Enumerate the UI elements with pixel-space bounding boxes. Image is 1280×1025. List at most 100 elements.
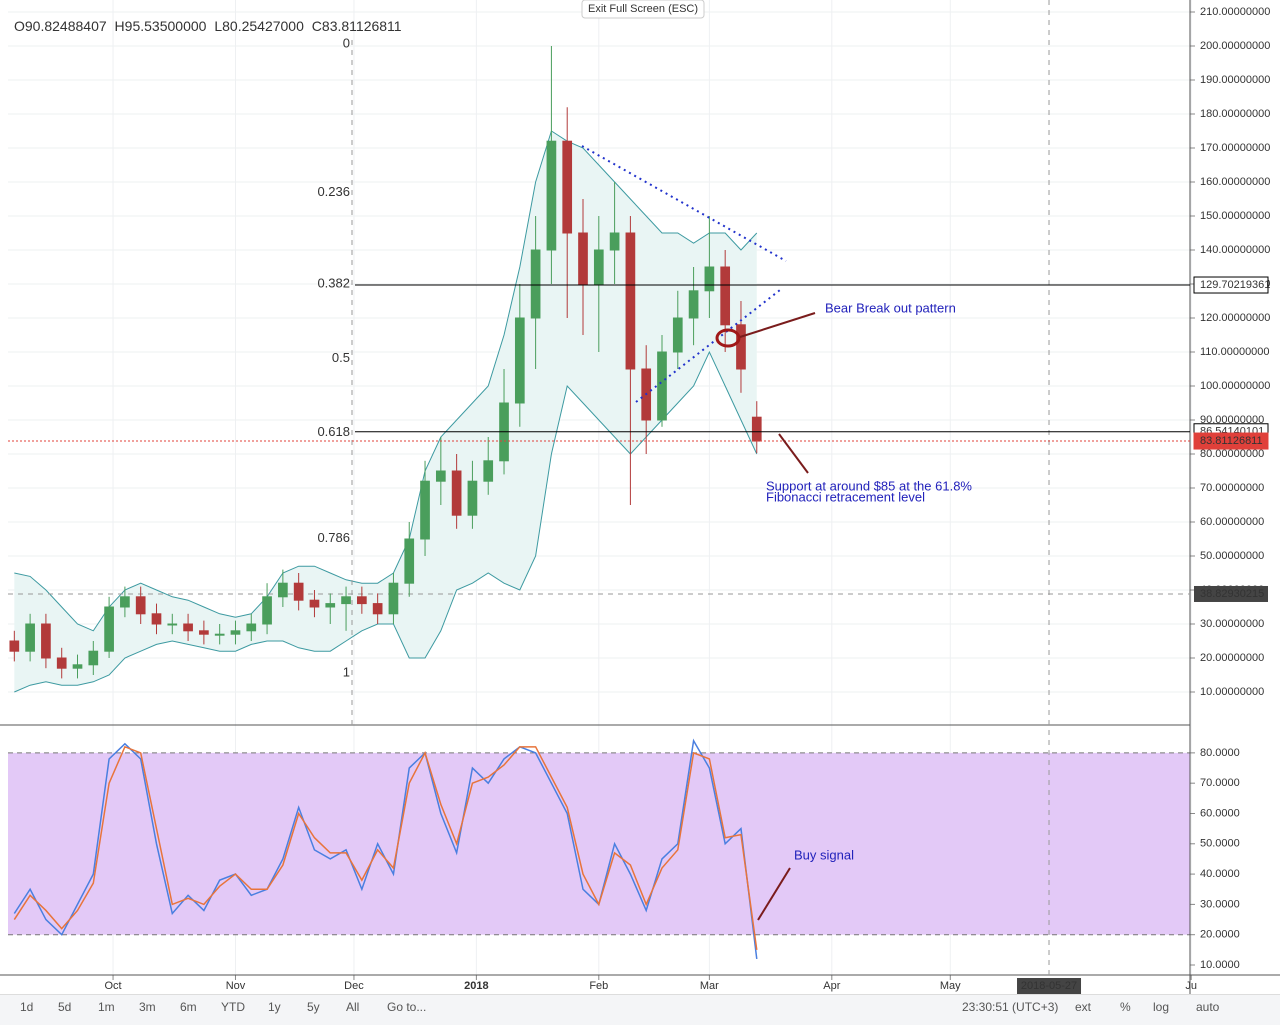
fib-label: 0.786 [317, 530, 350, 545]
o-label: O [14, 18, 25, 34]
arrow [757, 867, 791, 921]
y-tick-label: 60.00000000 [1200, 516, 1264, 528]
exit-button[interactable] [581, 0, 705, 19]
range-button[interactable]: All [346, 1000, 360, 1014]
candle-body [357, 596, 367, 605]
fib-label: 1 [343, 664, 350, 679]
y-tick-label: 20.00000000 [1200, 652, 1264, 664]
candle-body [530, 249, 541, 319]
candle-body [404, 538, 415, 584]
y-tick-label: 150.00000000 [1200, 210, 1270, 222]
range-button[interactable]: 1y [268, 1000, 281, 1014]
price-box [1193, 276, 1269, 294]
candle-body [56, 657, 67, 669]
candle-body [657, 351, 667, 421]
toolbar [0, 994, 1280, 1025]
range-button[interactable]: Go to... [387, 1000, 427, 1014]
range-button[interactable]: YTD [221, 1000, 245, 1014]
l-value: 80.25427000 [222, 18, 304, 34]
candle-body [183, 623, 193, 632]
candle-body [483, 460, 494, 482]
y-tick-label: 40.0000 [1200, 868, 1240, 880]
option-button[interactable]: auto [1196, 1000, 1220, 1014]
crosshair-price: 38.82930215 [1200, 588, 1264, 600]
highlight [715, 328, 741, 348]
candle-body [246, 623, 257, 632]
candle-body [262, 596, 272, 625]
h-label: H [115, 18, 125, 34]
stoch-band [8, 752, 1190, 935]
candle-body [278, 582, 288, 598]
c-value: 83.81126811 [322, 18, 402, 34]
o-value: 90.82488407 [25, 18, 107, 34]
range-button[interactable]: 1d [20, 1000, 34, 1014]
y-tick-label: 10.00000000 [1200, 686, 1264, 698]
candle-body [751, 416, 762, 442]
band-area [14, 131, 757, 692]
y-tick-label: 80.00000000 [1200, 448, 1264, 460]
y-tick-label: 200.00000000 [1200, 40, 1270, 52]
y-tick-label: 30.00000000 [1200, 618, 1264, 630]
candle-body [41, 623, 51, 659]
candle-body [120, 596, 130, 608]
ohlc-header: O90.82488407 H95.53500000 L80.25427000 C… [14, 18, 402, 34]
h-value: 95.53500000 [125, 18, 207, 34]
candle-body [135, 596, 146, 615]
candle-body [420, 480, 430, 540]
range-button[interactable]: 3m [139, 1000, 156, 1014]
y-tick-label: 210.00000000 [1200, 6, 1270, 18]
trendline [635, 289, 781, 403]
candle-body [199, 630, 209, 635]
candle-body [309, 599, 320, 608]
candle-body [167, 623, 178, 626]
y-tick-label: 60.0000 [1200, 807, 1240, 819]
y-tick-label: 180.00000000 [1200, 108, 1270, 120]
annotation: Bear Break out pattern [825, 300, 956, 315]
candle-body [451, 470, 462, 516]
x-tick-label: Mar [700, 980, 719, 992]
candle-body [9, 640, 20, 652]
y-tick-label: 70.0000 [1200, 777, 1240, 789]
range-button[interactable]: 1m [98, 1000, 115, 1014]
candle-body [104, 606, 114, 652]
price-line-label: 129.70219361 [1200, 279, 1270, 291]
range-button[interactable]: 5y [307, 1000, 320, 1014]
candle-body [214, 633, 225, 636]
x-tick-label: May [940, 980, 961, 992]
candle-body [25, 623, 35, 652]
candle-body [325, 603, 336, 608]
price-box [1193, 432, 1269, 450]
option-button[interactable]: ext [1075, 1000, 1092, 1014]
candle-body [562, 140, 573, 234]
crosshair-date: 2018-05-27 [1021, 980, 1077, 992]
candle-body [546, 140, 557, 251]
x-tick-label: Apr [823, 980, 840, 992]
x-tick-label: Oct [104, 980, 121, 992]
x-tick-label: 2018 [464, 980, 488, 992]
annotation: Buy signal [794, 847, 854, 862]
candle-body [736, 324, 746, 370]
range-button[interactable]: 5d [58, 1000, 72, 1014]
y-tick-label: 90.00000000 [1200, 414, 1264, 426]
candle-body [341, 596, 351, 605]
x-tick-label: Feb [589, 980, 608, 992]
annotation: Fibonacci retracement level [766, 489, 925, 504]
crosshair-date-box [1017, 978, 1082, 994]
option-button[interactable]: log [1153, 1000, 1170, 1014]
annotation: Support at around $85 at the 61.8% [766, 478, 972, 493]
candle-body [672, 317, 683, 353]
candle-body [230, 630, 241, 635]
candle-body [388, 582, 399, 615]
exit-button-text: Exit Full Screen (ESC) [588, 3, 698, 15]
x-tick-label: Ju [1185, 980, 1197, 992]
y-tick-label: 100.00000000 [1200, 380, 1270, 392]
range-button[interactable]: 6m [180, 1000, 197, 1014]
option-button[interactable]: % [1120, 1000, 1131, 1014]
candle-body [720, 266, 731, 326]
candle-body [151, 613, 162, 625]
fib-label: 0 [343, 35, 350, 50]
candle-body [704, 266, 715, 292]
candle-body [514, 317, 525, 404]
